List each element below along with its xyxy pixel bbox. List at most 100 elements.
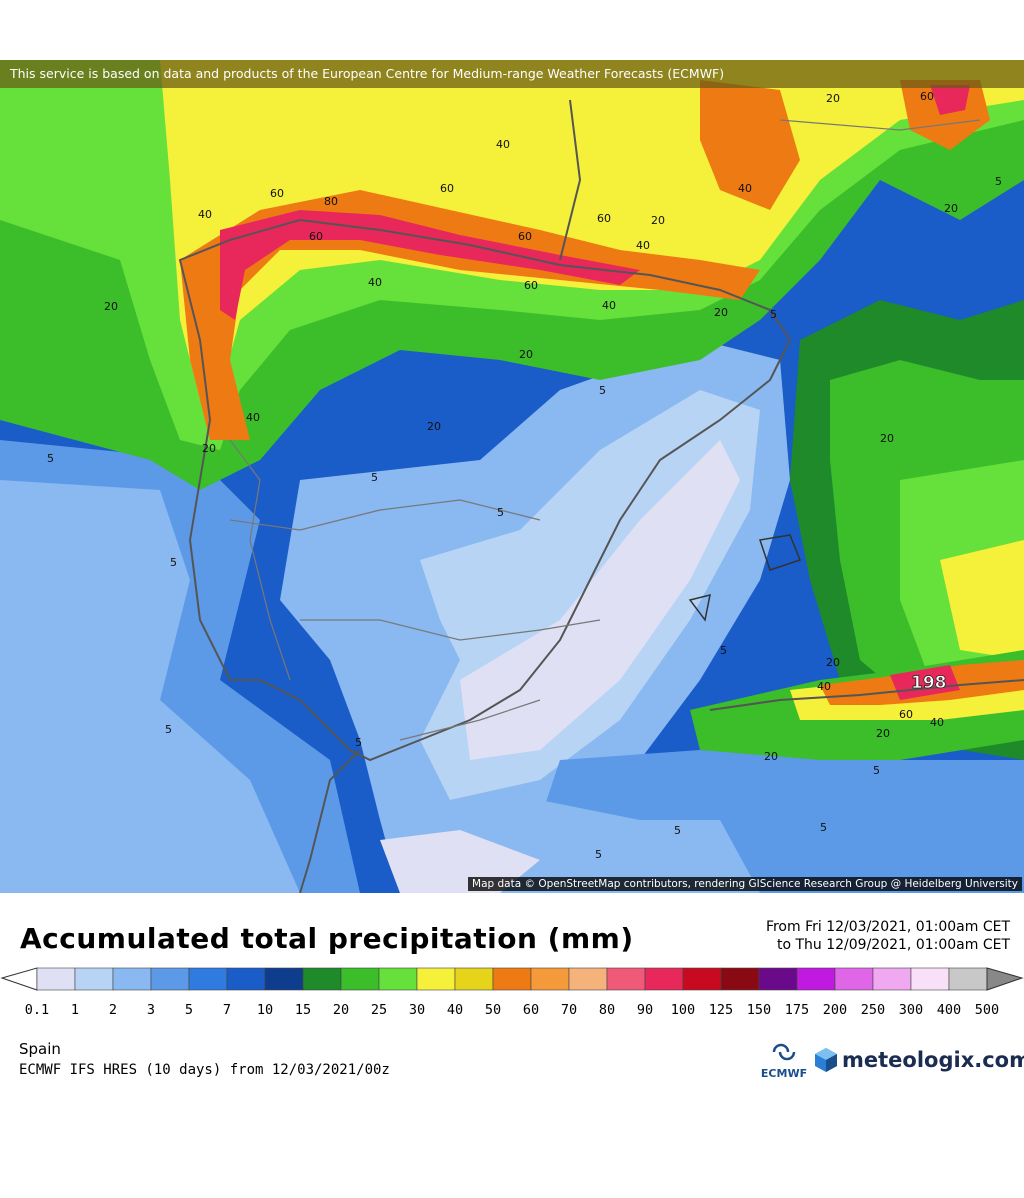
contour-label: 20 <box>714 306 728 319</box>
contour-label: 5 <box>873 764 880 777</box>
contour-label: 5 <box>595 848 602 861</box>
legend-swatch <box>302 967 342 991</box>
contour-label: 20 <box>876 727 890 740</box>
contour-label: 40 <box>368 276 382 289</box>
heavy-band-orange <box>180 190 760 440</box>
contour-label: 5 <box>165 723 172 736</box>
page-title: Accumulated total precipitation (mm) <box>20 922 634 955</box>
legend-tick-label: 2 <box>108 1002 118 1018</box>
contour-label: 5 <box>995 175 1002 188</box>
contour-label: 20 <box>826 656 840 669</box>
legend-tick-label: 175 <box>784 1002 810 1018</box>
north-field-yellow <box>160 60 1024 400</box>
legend-swatch <box>264 967 304 991</box>
contour-label: 5 <box>820 821 827 834</box>
legend-arrow-right <box>986 967 1024 991</box>
east-field-yellow <box>940 540 1024 660</box>
legend-tick-label: 125 <box>708 1002 734 1018</box>
period-from: From Fri 12/03/2021, 01:00am CET <box>765 919 1010 935</box>
contour-label: 60 <box>899 708 913 721</box>
contour-label: 60 <box>440 182 454 195</box>
contour-label: 40 <box>636 239 650 252</box>
contour-label: 20 <box>880 432 894 445</box>
meteologix-brand: meteologix.com <box>842 1048 1024 1072</box>
legend-swatch <box>682 967 722 991</box>
heavy-band-red <box>220 210 640 320</box>
legend-tick-label: 400 <box>936 1002 962 1018</box>
color-legend <box>0 966 1024 996</box>
contour-label: 20 <box>202 442 216 455</box>
legend-tick-label: 500 <box>974 1002 1000 1018</box>
atlantic-field-light <box>0 480 300 893</box>
legend-swatch <box>492 967 532 991</box>
legend-swatch <box>454 967 494 991</box>
legend-swatch <box>720 967 760 991</box>
legend-tick-labels: 0.1 1 2 3 5 7 10 15 20 25 30 40 50 60 70 80 90 100 125 150 1… <box>0 1002 1024 1022</box>
ecmwf-swirl-icon <box>772 1043 796 1061</box>
contour-label: 5 <box>599 384 606 397</box>
legend-tick-label: 30 <box>408 1002 426 1018</box>
period-to: to Thu 12/09/2021, 01:00am CET <box>776 937 1010 953</box>
contour-label: 5 <box>720 644 727 657</box>
contour-label: 40 <box>198 208 212 221</box>
legend-tick-label: 70 <box>560 1002 578 1018</box>
legend-tick-label: 50 <box>484 1002 502 1018</box>
iberia-field-lightest <box>460 440 740 760</box>
balearic-island-2 <box>688 593 711 622</box>
balearic-island-1 <box>759 534 801 571</box>
contour-label: 40 <box>817 680 831 693</box>
contour-label: 40 <box>602 299 616 312</box>
legend-tick-label: 25 <box>370 1002 388 1018</box>
contour-label: 60 <box>518 230 532 243</box>
legend-swatch <box>644 967 684 991</box>
max-value-label: 198 <box>911 673 947 693</box>
legend-tick-label: 40 <box>446 1002 464 1018</box>
legend-swatch <box>188 967 228 991</box>
legend-swatch <box>226 967 266 991</box>
contour-label: 20 <box>519 348 533 361</box>
legend-tick-label: 100 <box>670 1002 696 1018</box>
legend-tick-label: 10 <box>256 1002 274 1018</box>
legend-swatch <box>74 967 114 991</box>
meteologix-cube-icon <box>815 1048 837 1072</box>
contour-label: 5 <box>355 736 362 749</box>
legend-swatch <box>834 967 874 991</box>
contour-label: 60 <box>270 187 284 200</box>
legend-swatch <box>910 967 950 991</box>
legend-tick-label: 300 <box>898 1002 924 1018</box>
borders <box>229 119 981 741</box>
contour-label: 40 <box>496 138 510 151</box>
legend-tick-label: 1 <box>70 1002 80 1018</box>
contour-label: 20 <box>104 300 118 313</box>
ecmwf-logo[interactable]: ECMWF <box>756 1043 812 1083</box>
precipitation-map[interactable]: 40 40 60 60 80 60 60 40 60 40 60 40 20 4… <box>0 60 1024 893</box>
legend-swatch <box>150 967 190 991</box>
legend-tick-label: 200 <box>822 1002 848 1018</box>
contour-label: 20 <box>826 92 840 105</box>
region-name: Spain <box>19 1040 61 1058</box>
legend-tick-label: 0.1 <box>24 1002 50 1018</box>
contour-label: 40 <box>738 182 752 195</box>
legend-tick-label: 250 <box>860 1002 886 1018</box>
contour-label: 5 <box>47 452 54 465</box>
legend-tick-label: 5 <box>184 1002 194 1018</box>
map-canvas: 40 40 60 60 80 60 60 40 60 40 60 40 20 4… <box>0 60 1024 893</box>
contour-label: 5 <box>371 471 378 484</box>
model-run: ECMWF IFS HRES (10 days) from 12/03/2021… <box>19 1062 390 1078</box>
ecmwf-attribution: This service is based on data and produc… <box>0 60 1024 88</box>
legend-swatch <box>416 967 456 991</box>
contour-label: 5 <box>770 308 777 321</box>
contour-label: 60 <box>597 212 611 225</box>
legend-tick-label: 3 <box>146 1002 156 1018</box>
legend-swatch <box>36 967 76 991</box>
legend-swatch <box>568 967 608 991</box>
legend-tick-label: 20 <box>332 1002 350 1018</box>
meteologix-logo[interactable]: meteologix.com <box>814 1044 1024 1076</box>
contour-label: 60 <box>309 230 323 243</box>
contour-label: 40 <box>246 411 260 424</box>
osm-attribution[interactable]: Map data © OpenStreetMap contributors, r… <box>468 877 1022 891</box>
legend-swatch <box>606 967 646 991</box>
legend-tick-label: 150 <box>746 1002 772 1018</box>
contour-label: 20 <box>427 420 441 433</box>
legend-swatch <box>948 967 988 991</box>
